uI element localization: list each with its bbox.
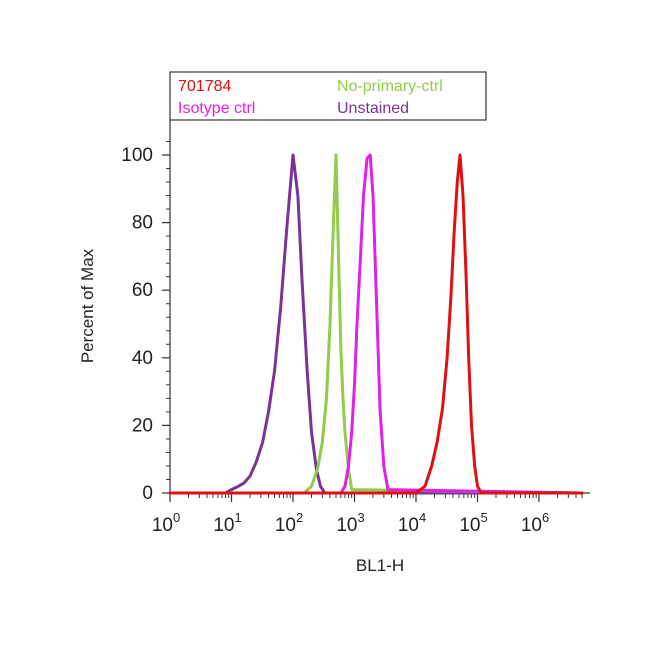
y-tick-label: 0 [142, 483, 153, 504]
x-tick-label: 100 [152, 510, 180, 536]
series-no-primary-ctrl [168, 153, 584, 495]
legend: 701784 No-primary-ctrl Isotype ctrl Unst… [169, 71, 487, 121]
x-tick-label: 106 [521, 510, 549, 536]
x-tick-exponent: 4 [419, 510, 426, 525]
x-tick-base: 10 [398, 515, 419, 536]
x-tick-base: 10 [521, 515, 542, 536]
x-tick-label: 101 [213, 510, 241, 536]
legend-entry-unstained: Unstained [337, 100, 409, 117]
series-unstained [168, 153, 584, 495]
y-tick-label: 100 [121, 145, 153, 166]
y-axis-title: Percent of Max [78, 248, 97, 363]
x-tick-exponent: 1 [234, 510, 241, 525]
x-tick-base: 10 [275, 515, 296, 536]
x-tick-exponent: 2 [296, 510, 303, 525]
series-701784 [168, 153, 584, 495]
y-tick-label: 20 [132, 415, 153, 436]
y-tick-label: 80 [132, 213, 153, 234]
x-tick-exponent: 0 [173, 510, 180, 525]
x-tick-base: 10 [336, 515, 357, 536]
series-isotype-ctrl [168, 153, 584, 495]
x-tick-base: 10 [152, 515, 173, 536]
x-tick-label: 102 [275, 510, 303, 536]
x-tick-base: 10 [213, 515, 234, 536]
legend-entry-701784: 701784 [178, 78, 231, 95]
x-tick-label: 105 [459, 510, 487, 536]
x-axis-title: BL1-H [356, 556, 404, 575]
series-lines [168, 153, 584, 495]
x-tick-label: 103 [336, 510, 364, 536]
x-tick-exponent: 3 [357, 510, 364, 525]
x-axis-ticks: 100 101 102 103 104 105 106 [152, 493, 583, 536]
legend-entry-no-primary-ctrl: No-primary-ctrl [337, 78, 443, 95]
legend-box [169, 71, 487, 121]
y-axis-ticks: 0 20 40 60 80 100 [121, 140, 170, 504]
legend-entry-isotype-ctrl: Isotype ctrl [178, 100, 255, 117]
x-tick-base: 10 [459, 515, 480, 536]
x-tick-exponent: 5 [480, 510, 487, 525]
x-tick-label: 104 [398, 510, 426, 536]
y-tick-label: 40 [132, 348, 153, 369]
y-tick-label: 60 [132, 280, 153, 301]
x-tick-exponent: 6 [542, 510, 549, 525]
